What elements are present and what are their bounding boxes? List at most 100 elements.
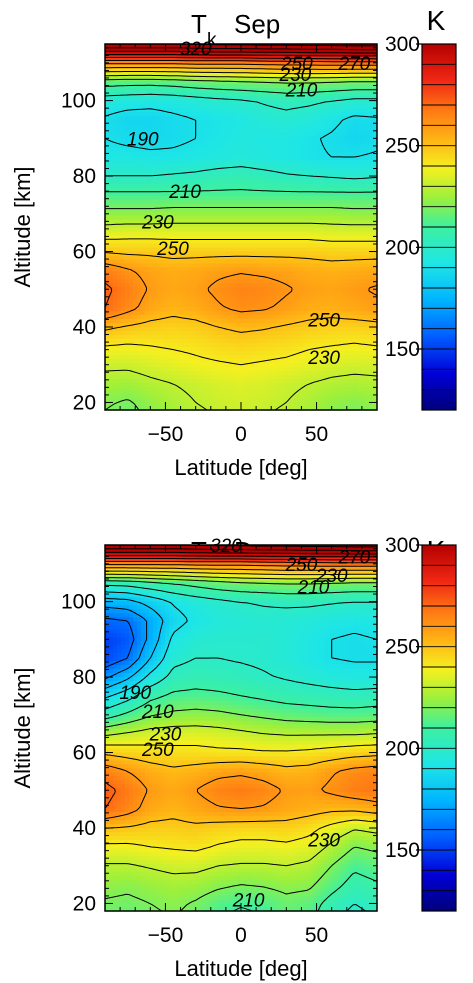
- heatmap-cell: [145, 318, 150, 324]
- heatmap-cell: [213, 187, 218, 192]
- heatmap-cell: [369, 314, 374, 320]
- heatmap-cell: [357, 306, 362, 312]
- heatmap-cell: [317, 282, 322, 288]
- heatmap-cell: [133, 250, 138, 256]
- heatmap-cell: [269, 342, 274, 347]
- heatmap-cell: [273, 171, 278, 176]
- heatmap-cell: [333, 326, 338, 332]
- heatmap-cell: [277, 195, 282, 200]
- heatmap-cell: [201, 338, 206, 343]
- heatmap-cell: [137, 207, 142, 212]
- heatmap-cell: [265, 262, 270, 268]
- heatmap-cell: [165, 386, 170, 391]
- heatmap-cell: [185, 386, 190, 391]
- heatmap-cell: [285, 350, 290, 355]
- heatmap-cell: [305, 398, 310, 403]
- heatmap-cell: [353, 374, 358, 379]
- heatmap-cell: [201, 390, 206, 395]
- heatmap-cell: [161, 258, 166, 264]
- heatmap-cell: [113, 207, 118, 212]
- heatmap-cell: [305, 199, 310, 204]
- heatmap-cell: [305, 250, 310, 256]
- heatmap-cell: [181, 203, 186, 208]
- heatmap-cell: [241, 179, 246, 184]
- heatmap-cell: [341, 370, 346, 375]
- heatmap-cell: [169, 143, 174, 149]
- heatmap-cell: [293, 370, 298, 375]
- heatmap-cell: [333, 227, 338, 232]
- heatmap-cell: [265, 119, 270, 125]
- heatmap-cell: [149, 171, 154, 176]
- heatmap-cell: [221, 123, 226, 129]
- heatmap-cell: [337, 346, 342, 351]
- heatmap-cell: [177, 270, 182, 276]
- heatmap-cell: [105, 310, 110, 316]
- heatmap-cell: [189, 175, 194, 180]
- heatmap-cell: [253, 386, 258, 391]
- heatmap-cell: [289, 306, 294, 312]
- heatmap-cell: [357, 159, 362, 164]
- heatmap-cell: [117, 298, 122, 304]
- heatmap-cell: [265, 318, 270, 324]
- heatmap-cell: [213, 179, 218, 184]
- heatmap-cell: [125, 346, 130, 351]
- heatmap-cell: [157, 370, 162, 375]
- heatmap-cell: [161, 390, 166, 395]
- heatmap-cell: [117, 159, 122, 164]
- heatmap-cell: [125, 187, 130, 192]
- heatmap-cell: [157, 223, 162, 228]
- heatmap-cell: [105, 318, 110, 324]
- heatmap-cell: [313, 278, 318, 284]
- heatmap-cell: [169, 318, 174, 324]
- heatmap-cell: [261, 179, 266, 184]
- heatmap-cell: [205, 350, 210, 355]
- heatmap-cell: [285, 258, 290, 264]
- heatmap-cell: [289, 175, 294, 180]
- heatmap-cell: [241, 203, 246, 208]
- heatmap-cell: [361, 155, 366, 160]
- heatmap-cell: [321, 350, 326, 355]
- heatmap-cell: [165, 191, 170, 196]
- heatmap-cell: [261, 338, 266, 343]
- heatmap-cell: [361, 274, 366, 280]
- heatmap-cell: [209, 183, 214, 188]
- heatmap-cell: [221, 398, 226, 403]
- heatmap-cell: [201, 191, 206, 196]
- heatmap-cell: [285, 386, 290, 391]
- heatmap-cell: [153, 171, 158, 176]
- heatmap-cell: [317, 131, 322, 137]
- heatmap-cell: [305, 266, 310, 272]
- heatmap-cell: [117, 266, 122, 272]
- heatmap-cell: [173, 143, 178, 149]
- heatmap-cell: [257, 338, 262, 343]
- heatmap-cell: [305, 370, 310, 375]
- heatmap-cell: [325, 362, 330, 367]
- heatmap-cell: [321, 334, 326, 339]
- heatmap-cell: [153, 250, 158, 256]
- heatmap-cell: [229, 402, 234, 407]
- heatmap-cell: [265, 290, 270, 296]
- heatmap-cell: [157, 143, 162, 149]
- heatmap-cell: [293, 398, 298, 403]
- heatmap-cell: [257, 175, 262, 180]
- heatmap-cell: [365, 215, 370, 220]
- heatmap-cell: [113, 370, 118, 375]
- heatmap-cell: [361, 215, 366, 220]
- heatmap-cell: [169, 358, 174, 363]
- heatmap-cell: [277, 199, 282, 204]
- heatmap-cell: [325, 183, 330, 188]
- heatmap-cell: [317, 155, 322, 160]
- heatmap-cell: [313, 354, 318, 359]
- heatmap-cell: [145, 402, 150, 407]
- heatmap-cell: [145, 274, 150, 280]
- heatmap-cell: [321, 238, 326, 244]
- heatmap-cell: [281, 135, 286, 141]
- heatmap-cell: [357, 382, 362, 387]
- heatmap-cell: [253, 358, 258, 363]
- heatmap-cell: [233, 223, 238, 228]
- heatmap-cell: [305, 386, 310, 391]
- heatmap-cell: [365, 302, 370, 308]
- heatmap-cell: [273, 318, 278, 324]
- heatmap-cell: [221, 390, 226, 395]
- heatmap-cell: [353, 191, 358, 196]
